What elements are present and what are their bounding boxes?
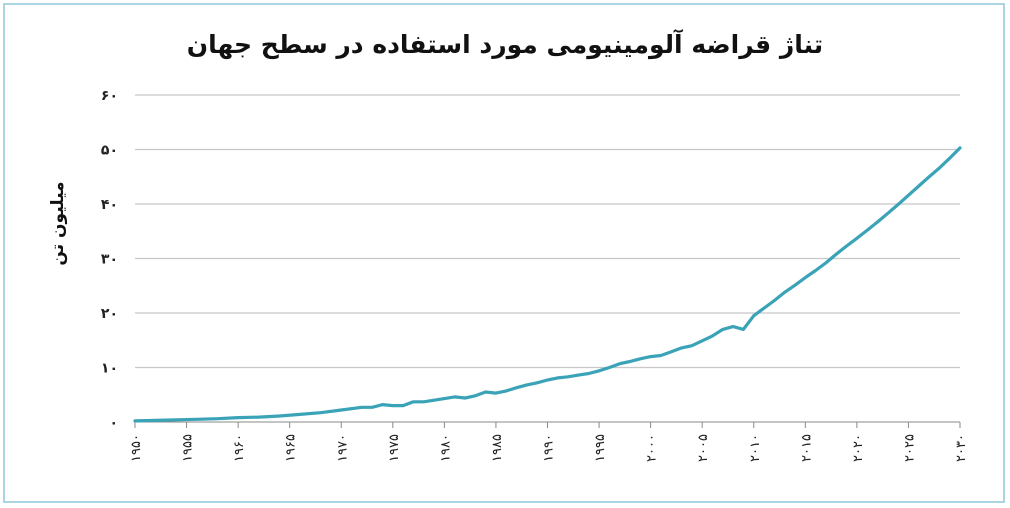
series-line [133, 146, 962, 423]
x-tick-label: ١٩٩۵ [593, 434, 608, 462]
x-tick-label: ١٩۵٠ [129, 434, 144, 462]
y-tick-label: ٠ [109, 415, 118, 431]
x-tick-label: ١٩٨٠ [438, 434, 453, 462]
x-tick-label: ٢٠٢۵ [902, 434, 917, 462]
chart-title: تناژ قراضه آلومینیومی مورد استفاده در سط… [186, 30, 824, 59]
y-tick-label: ۴٠ [101, 197, 118, 213]
x-tick-label: ١٩۵۵ [181, 434, 196, 462]
x-tick-label: ٢٠٠۵ [696, 434, 711, 462]
x-tick-label: ٢٠٢٠ [851, 434, 866, 462]
gridlines [135, 94, 960, 369]
y-tick-label: ۶٠ [101, 88, 118, 104]
y-tick-label: ١٠ [101, 361, 118, 377]
x-tick-label: ٢٠٣٠ [954, 434, 969, 462]
x-tick-label: ٢٠١٠ [748, 434, 763, 462]
y-tick-label: ٣٠ [101, 252, 118, 268]
y-axis-ticks: ٠ ١٠ ٢٠ ٣٠ ۴٠ ۵٠ ۶٠ [101, 88, 118, 431]
x-tick-label: ١٩۶٠ [232, 434, 247, 462]
x-tick-label: ١٩٧٠ [335, 434, 350, 462]
x-tick-label: ١٩٧۵ [387, 434, 402, 462]
x-tick-label: ١٩٩٠ [542, 434, 557, 462]
y-tick-label: ٢٠ [101, 306, 118, 322]
x-tick-label: ١٩٨۵ [490, 434, 505, 462]
y-axis-label: میلیون تن [48, 181, 68, 265]
y-tick-label: ۵٠ [101, 143, 118, 159]
x-tick-label: ٢٠١۵ [799, 434, 814, 462]
x-tick-label: ١٩۶۵ [284, 434, 299, 462]
x-tick-label: ٢٠٠٠ [645, 434, 660, 462]
x-axis-ticks: ١٩۵٠ ١٩۵۵ ١٩۶٠ ١٩۶۵ ١٩٧٠ ١٩٧۵ ١٩٨٠ ١٩٨۵ ١٩٩٠ ١٩٩۵… [129, 422, 969, 462]
